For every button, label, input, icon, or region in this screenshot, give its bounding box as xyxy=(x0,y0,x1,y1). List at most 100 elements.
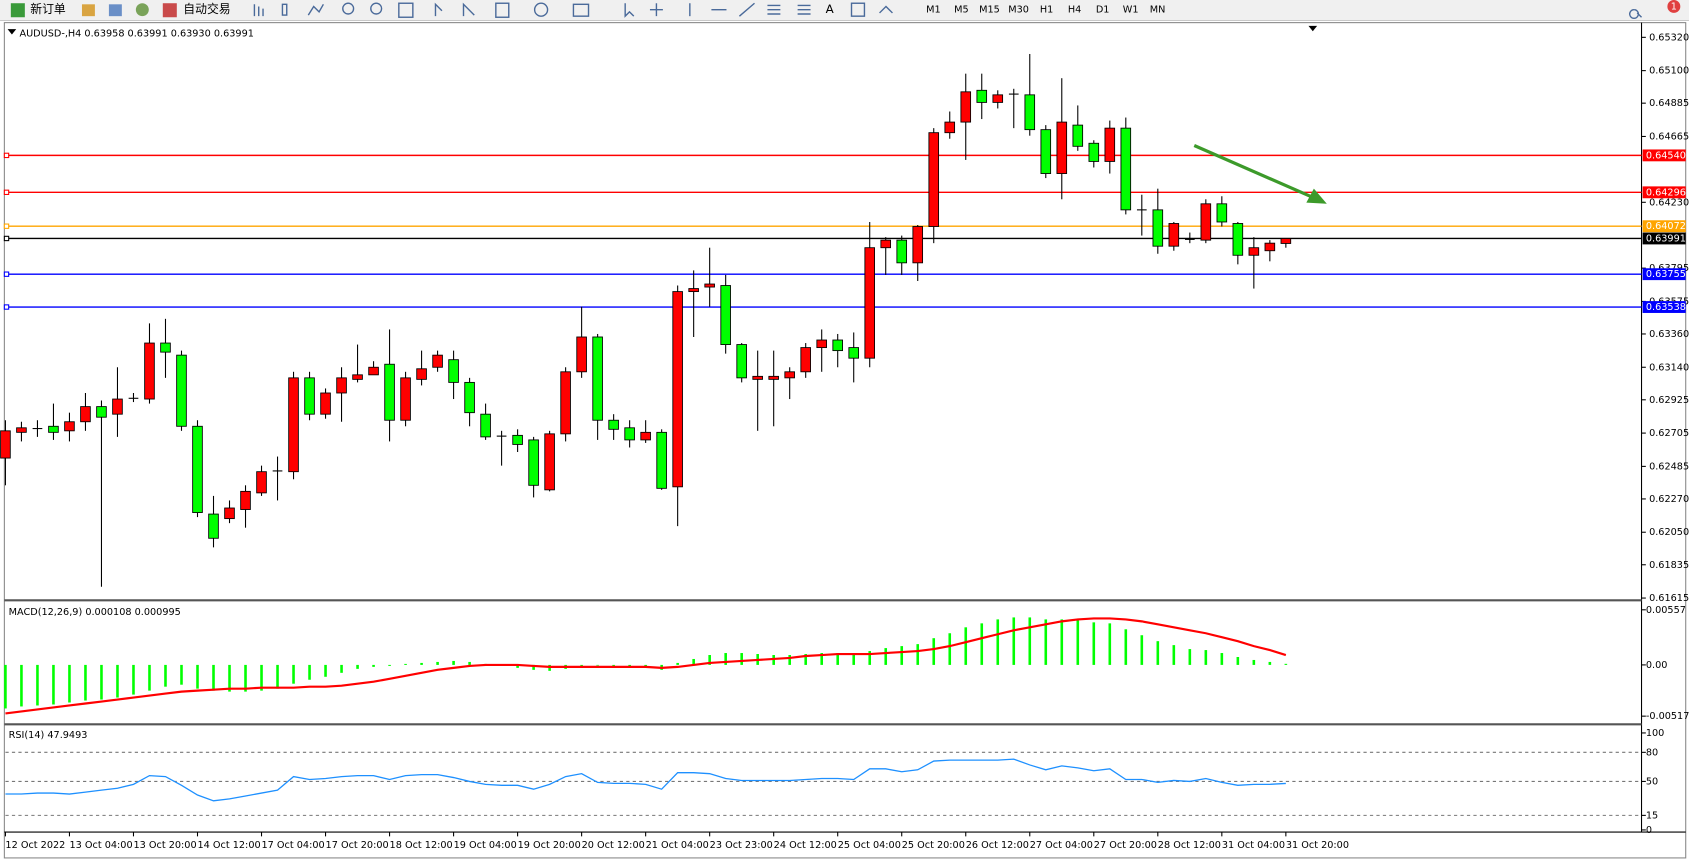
channel-icon[interactable] xyxy=(767,4,781,15)
shift-icon[interactable] xyxy=(462,2,475,17)
macd-bar xyxy=(1236,656,1240,665)
auto-trading-icon[interactable] xyxy=(162,3,177,18)
macd-bar xyxy=(468,661,471,665)
candle-body xyxy=(1264,242,1276,252)
candle-body xyxy=(848,347,859,359)
level-tag xyxy=(1642,220,1686,233)
chart-tools xyxy=(253,2,1643,20)
candle-body xyxy=(656,431,667,489)
macd-bar xyxy=(116,664,119,698)
candle-body xyxy=(224,507,235,520)
y-tick-label: 15 xyxy=(1646,810,1658,821)
candle-body xyxy=(704,283,715,288)
arrow-head xyxy=(1306,188,1327,204)
candle-body xyxy=(320,392,331,415)
candle-body xyxy=(0,430,11,459)
timeframe-button[interactable]: M1 xyxy=(926,5,941,16)
macd-bar xyxy=(100,664,103,700)
macd-bar xyxy=(692,658,695,665)
timeframe-button[interactable]: MN xyxy=(1150,5,1166,16)
macd-bar xyxy=(900,646,904,665)
zoom-out[interactable] xyxy=(370,2,383,15)
periods-icon[interactable] xyxy=(533,2,549,17)
candle-icon[interactable] xyxy=(281,3,288,16)
macd-bar xyxy=(804,654,807,665)
macd-bar xyxy=(4,664,7,709)
auto-trading[interactable]: 自动交易 xyxy=(183,2,230,16)
tile-icon[interactable] xyxy=(398,2,414,18)
candle-body xyxy=(256,471,267,494)
x-tick-label: 31 Oct 20:00 xyxy=(1286,840,1349,851)
tool-icon[interactable] xyxy=(108,4,122,17)
candle-body xyxy=(592,336,603,421)
scroll-icon[interactable] xyxy=(434,2,443,17)
collapse-icon[interactable] xyxy=(7,29,17,35)
macd-bar xyxy=(852,654,856,665)
timeframes: M1 M5 M15 M30 H1 H4 D1 W1 MN xyxy=(926,5,1165,16)
timeframe-button[interactable]: M15 xyxy=(979,5,1000,16)
trendline-icon[interactable] xyxy=(738,2,755,17)
candle-body xyxy=(768,375,779,380)
level-label: 0.64296 xyxy=(1646,187,1686,198)
notification-badge[interactable] xyxy=(1667,0,1681,13)
line-chart-icon[interactable] xyxy=(307,3,324,16)
new-order[interactable]: 新订单 xyxy=(30,2,66,16)
text-tool[interactable]: A xyxy=(826,2,834,16)
macd-bar xyxy=(276,664,279,689)
new-order-icon[interactable] xyxy=(10,3,25,18)
candle-body xyxy=(192,425,203,513)
macd-bar xyxy=(196,664,199,689)
x-tick-label: 25 Oct 04:00 xyxy=(838,840,901,851)
macd-bar xyxy=(724,653,727,665)
macd-bar xyxy=(420,662,423,665)
candle-body xyxy=(288,377,299,473)
fibo-icon[interactable] xyxy=(797,4,811,15)
candle-body xyxy=(1232,223,1244,256)
x-tick-label: 18 Oct 12:00 xyxy=(390,840,453,851)
timeframe-button[interactable]: D1 xyxy=(1096,5,1110,16)
timeframe-button[interactable]: M30 xyxy=(1008,5,1029,16)
zoom-in[interactable] xyxy=(342,2,355,15)
y-tick-label: 0.64885 xyxy=(1649,98,1689,109)
tool-icon[interactable] xyxy=(135,3,149,17)
timeframe-button[interactable]: H1 xyxy=(1040,5,1053,16)
macd-bar xyxy=(708,655,711,665)
cursor-icon[interactable] xyxy=(624,3,635,18)
macd-bar xyxy=(1156,641,1160,665)
candle-body xyxy=(464,381,475,414)
search-icon[interactable] xyxy=(1629,8,1643,20)
candle-body xyxy=(944,121,956,134)
candle-body xyxy=(784,371,795,379)
macd-bar xyxy=(20,664,23,707)
indicators-icon[interactable] xyxy=(495,2,510,18)
x-tick-label: 27 Oct 04:00 xyxy=(1030,840,1093,851)
level-tag xyxy=(1642,301,1686,313)
templates-icon[interactable] xyxy=(572,3,590,17)
toolbar-bg xyxy=(0,0,1689,21)
notification-count: 1 xyxy=(1671,1,1677,12)
x-tick-label: 12 Oct 2022 xyxy=(5,840,65,851)
bar-chart-icon[interactable] xyxy=(253,4,264,17)
candle-body xyxy=(928,132,940,227)
label-icon[interactable] xyxy=(850,2,866,17)
macd-bar xyxy=(292,664,295,684)
tool-icon[interactable] xyxy=(81,4,95,17)
candle-body xyxy=(1168,223,1180,247)
macd-bar xyxy=(1092,622,1096,665)
timeframe-button[interactable]: M5 xyxy=(954,5,969,16)
y-tick-label: 0.64230 xyxy=(1649,197,1689,208)
candle-body xyxy=(864,247,876,359)
macd-bar xyxy=(532,664,535,670)
crosshair-icon[interactable] xyxy=(649,3,663,17)
candle-body xyxy=(304,377,315,415)
timeframe-button[interactable]: H4 xyxy=(1068,5,1081,16)
candle-body xyxy=(384,363,395,421)
candle-body xyxy=(720,285,731,345)
macd-bar xyxy=(148,664,151,691)
macd-bar xyxy=(788,655,791,665)
candle-body xyxy=(896,239,908,264)
shift-marker xyxy=(1308,25,1318,32)
timeframe-button[interactable]: W1 xyxy=(1123,5,1139,16)
x-tick-label: 19 Oct 04:00 xyxy=(454,840,517,851)
arrows-icon[interactable] xyxy=(879,5,893,14)
